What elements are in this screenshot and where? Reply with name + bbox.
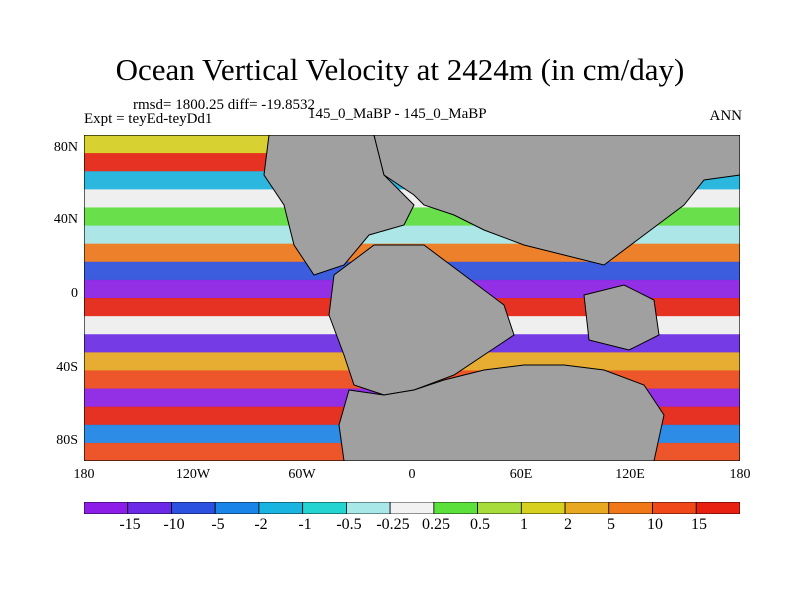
land-eurasia xyxy=(373,135,740,266)
colorbar-swatch xyxy=(258,502,304,514)
colorbar-label: 1 xyxy=(520,516,528,533)
colorbar-label: 0.5 xyxy=(470,516,490,533)
x-tick-label: 0 xyxy=(408,467,416,482)
colorbar-swatch xyxy=(127,502,172,514)
x-tick-label: 120E xyxy=(615,467,645,482)
colorbar-swatch xyxy=(477,502,522,514)
colorbar xyxy=(84,502,740,514)
colorbar-label: -0.5 xyxy=(336,516,362,533)
colorbar-swatch xyxy=(345,502,391,514)
colorbar-label: 5 xyxy=(607,516,615,533)
season-label: ANN xyxy=(709,108,743,124)
colorbar-swatch xyxy=(520,502,566,514)
colorbar-label: 2 xyxy=(564,516,572,533)
land-australia xyxy=(583,284,660,351)
stats-text: rmsd= 1800.25 diff= -19.8532 xyxy=(133,97,316,113)
chart-title: Ocean Vertical Velocity at 2424m (in cm/… xyxy=(115,52,685,87)
colorbar-swatch xyxy=(652,502,697,514)
colorbar-label: -2 xyxy=(254,516,268,533)
y-tick-label: 80S xyxy=(56,433,78,448)
colorbar-label: -5 xyxy=(211,516,225,533)
colorbar-label: -10 xyxy=(163,516,185,533)
y-tick-label: 40S xyxy=(56,360,78,375)
colorbar-swatch xyxy=(389,502,435,514)
colorbar-swatch xyxy=(695,502,740,514)
x-tick-label: 60E xyxy=(509,467,533,482)
y-tick-label: 40N xyxy=(53,212,78,227)
colorbar-label: -15 xyxy=(119,516,141,533)
colorbar-swatch xyxy=(171,502,216,514)
x-tick-label: 180 xyxy=(73,467,95,482)
land-antarctica xyxy=(338,364,665,461)
colorbar-label: 15 xyxy=(691,516,707,533)
chart-subtitle: 145_0_MaBP - 145_0_MaBP xyxy=(308,106,487,122)
colorbar-swatch xyxy=(608,502,653,514)
colorbar-label: -1 xyxy=(298,516,312,533)
colorbar-label: -0.25 xyxy=(376,516,410,533)
land-africa-south-america xyxy=(328,244,515,396)
x-tick-label: 180 xyxy=(729,467,751,482)
colorbar-label: 10 xyxy=(647,516,663,533)
land-mask xyxy=(263,135,740,461)
colorbar-swatch xyxy=(84,502,129,514)
x-tick-label: 120W xyxy=(175,467,211,482)
colorbar-swatch xyxy=(214,502,260,514)
colorbar-swatch xyxy=(302,502,347,514)
colorbar-swatch xyxy=(564,502,610,514)
y-tick-label: 0 xyxy=(71,286,78,301)
experiment-label: Expt = teyEd-teyDd1 xyxy=(84,111,213,127)
colorbar-label: 0.25 xyxy=(422,516,450,533)
colorbar-swatch xyxy=(433,502,478,514)
y-tick-label: 80N xyxy=(53,140,78,155)
map-plot xyxy=(84,135,740,461)
x-tick-label: 60W xyxy=(288,467,316,482)
